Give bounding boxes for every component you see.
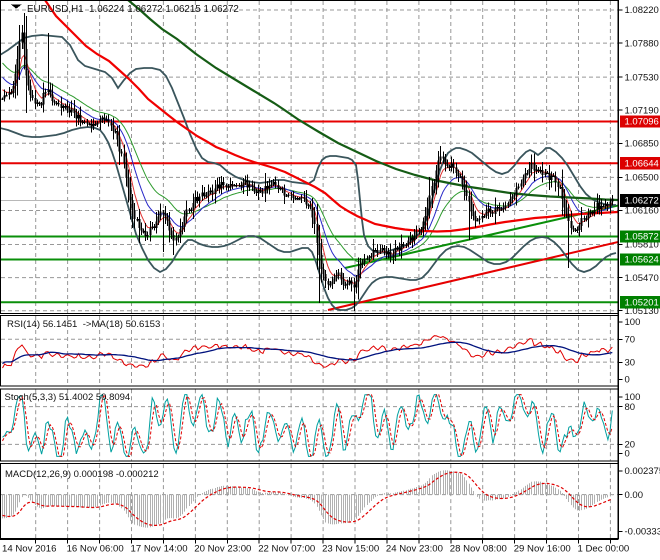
svg-text:MACD(12,26,9) 0.000198 -0.0002: MACD(12,26,9) 0.000198 -0.000212 (5, 469, 159, 480)
svg-text:EURUSD,H1 1.06224 1.06272 1.0: EURUSD,H1 1.06224 1.06272 1.06215 1.0627… (27, 4, 239, 15)
svg-text:1.07190: 1.07190 (625, 105, 659, 116)
svg-text:28 Nov 08:00: 28 Nov 08:00 (450, 544, 507, 555)
svg-text:1.05201: 1.05201 (625, 298, 659, 309)
svg-text:1.07880: 1.07880 (625, 38, 659, 49)
svg-text:1.05810: 1.05810 (625, 240, 659, 251)
svg-text:16 Nov 06:00: 16 Nov 06:00 (67, 544, 124, 555)
svg-text:1.08220: 1.08220 (625, 5, 659, 16)
svg-text:1.07530: 1.07530 (625, 72, 659, 83)
svg-text:100: 100 (625, 317, 641, 328)
svg-text:1.06644: 1.06644 (625, 158, 659, 169)
svg-text:0: 0 (625, 375, 630, 386)
svg-text:30: 30 (625, 358, 636, 369)
svg-text:24 Nov 23:00: 24 Nov 23:00 (386, 544, 443, 555)
svg-text:80: 80 (625, 402, 636, 413)
svg-text:1.06500: 1.06500 (625, 173, 659, 184)
svg-text:RSI(14) 56.1451 ->MA(18) 50.6: RSI(14) 56.1451 ->MA(18) 50.6153 (7, 319, 160, 330)
svg-text:29 Nov 16:00: 29 Nov 16:00 (514, 544, 571, 555)
svg-text:1.05470: 1.05470 (625, 273, 659, 284)
svg-text:70: 70 (625, 335, 636, 346)
svg-text:1.06272: 1.06272 (625, 196, 659, 207)
svg-text:20 Nov 23:00: 20 Nov 23:00 (194, 544, 251, 555)
svg-text:0.00: 0.00 (625, 490, 644, 501)
svg-text:1.05624: 1.05624 (625, 255, 659, 266)
svg-text:1.07096: 1.07096 (625, 117, 659, 128)
svg-text:23 Nov 15:00: 23 Nov 15:00 (322, 544, 379, 555)
svg-text:1.06850: 1.06850 (625, 139, 659, 150)
svg-text:1 Dec 00:00: 1 Dec 00:00 (578, 544, 630, 555)
svg-text:0: 0 (625, 449, 630, 460)
svg-text:20: 20 (625, 440, 636, 451)
svg-text:-0.003334: -0.003334 (625, 527, 660, 538)
svg-text:17 Nov 14:00: 17 Nov 14:00 (131, 544, 188, 555)
svg-text:1.06160: 1.06160 (625, 206, 659, 217)
svg-text:Stoch(5,3,3) 51.4002 50.8094: Stoch(5,3,3) 51.4002 50.8094 (5, 392, 131, 403)
svg-text:0.002375: 0.002375 (625, 466, 660, 477)
svg-text:22 Nov 07:00: 22 Nov 07:00 (258, 544, 315, 555)
svg-text:1.05130: 1.05130 (625, 306, 659, 317)
svg-text:100: 100 (625, 392, 641, 403)
svg-text:14 Nov 2016: 14 Nov 2016 (2, 544, 56, 555)
svg-text:1.05872: 1.05872 (625, 232, 659, 243)
